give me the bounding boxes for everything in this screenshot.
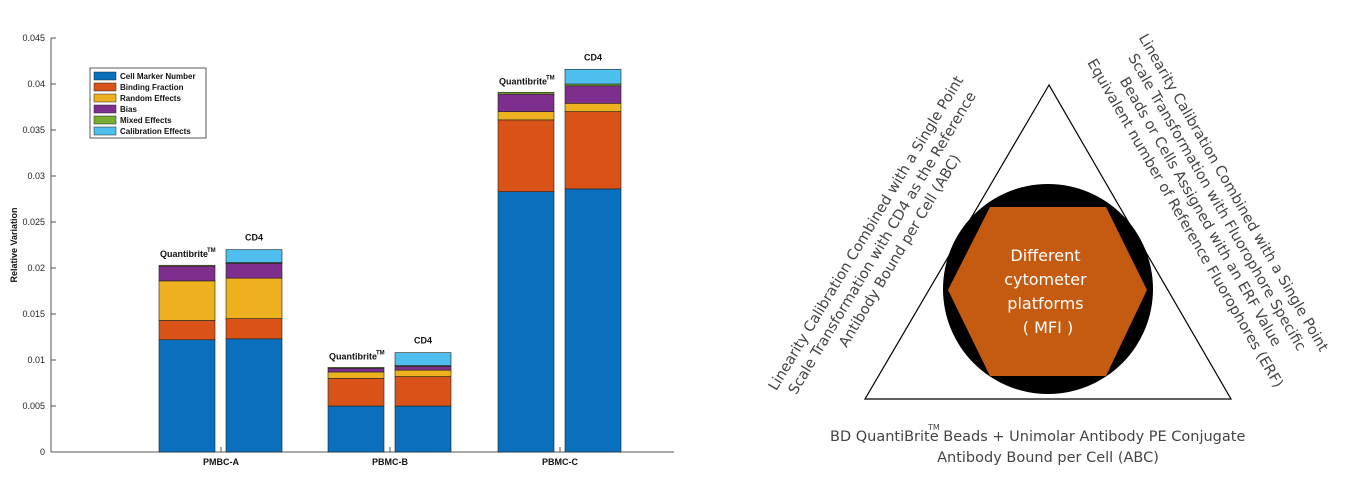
y-axis-label: Relative Variation [9,207,19,282]
bar-segment [158,339,216,453]
hexagon-shape [948,207,1147,376]
legend-swatch [93,126,117,136]
bar-segment [564,68,622,85]
y-tick-label: 0.045 [22,33,45,43]
legend-swatch [93,71,117,81]
bar-segment [564,85,622,104]
bar-segment [225,249,283,263]
legend-label: Random Effects [120,94,181,103]
bar-segment [394,376,452,407]
bar-label-quantibrite: Quantibrite [499,76,547,86]
bar-label-cd4: CD4 [245,233,263,243]
chart-bars [158,68,622,453]
bar-segment [327,405,385,453]
bar-segment [394,352,452,366]
y-tick-label: 0.03 [27,171,45,181]
y-tick-label: 0.035 [22,125,45,135]
bar-segment [327,367,385,369]
legend-label: Bias [120,105,137,114]
bar-segment [327,378,385,407]
bar-segment [225,338,283,453]
x-tick-label: PBMC-B [372,457,408,467]
legend-label: Mixed Effects [120,116,172,125]
bar-segment [564,111,622,190]
hexagon-line-1: Different [1010,246,1080,265]
legend-swatch [93,93,117,103]
y-tick-label: 0 [40,447,45,457]
x-tick-label: PBMC-C [542,457,578,467]
hexagon-line-3: platforms [1007,294,1083,313]
bar-segment [327,371,385,379]
bar-label-quantibrite: Quantibrite [160,249,208,259]
y-tick-label: 0.02 [27,263,45,273]
y-tick-label: 0.04 [27,79,45,89]
chart-bar-labels: QuantibriteTMCD4QuantibriteTMCD4Quantibr… [160,52,602,361]
y-tick-label: 0.005 [22,401,45,411]
bar-segment [158,320,216,341]
y-tick-label: 0.025 [22,217,45,227]
bar-segment [394,405,452,453]
stacked-bar-chart: 0 0.005 0.01 0.015 0.02 0.025 0.03 0.035 0.04 0.0… [9,33,674,467]
calibration-diagram: Different cytometer platforms ( MFI ) Li… [766,31,1331,466]
svg-text:Different cytometer pl: Different cytometer platforms ( MFI ) [1004,246,1092,337]
bar-segment [497,119,555,192]
bar-label-tm: TM [376,350,385,356]
x-tick-label: PMBC-A [203,457,239,467]
bar-segment [497,93,555,112]
bar-label-quantibrite: Quantibrite [329,351,377,361]
bar-segment [158,280,216,321]
bar-segment [394,369,452,377]
bottom-text-line-1: BD QuantiBrite Beads + Unimolar Antibody… [830,429,1245,445]
hexagon-line-4: ( MFI ) [1023,318,1073,337]
bar-segment [158,264,216,267]
bar-label-cd4: CD4 [584,52,602,62]
chart-legend: Cell Marker Number Binding Fraction Random… [89,67,207,139]
bar-label-tm: TM [207,248,216,254]
chart-axes: 0 0.005 0.01 0.015 0.02 0.025 0.03 0.035 0.04 0.0… [22,33,674,467]
y-tick-label: 0.01 [27,355,45,365]
bottom-text-line-2: Antibody Bound per Cell (ABC) [937,450,1159,466]
legend-swatch [93,104,117,114]
bar-segment [394,366,452,371]
bar-segment [225,318,283,340]
bar-label-tm: TM [546,75,555,81]
trademark-superscript: TM [927,423,940,432]
legend-label: Cell Marker Number [120,72,196,81]
bar-segment [564,188,622,453]
legend-label: Binding Fraction [120,83,184,92]
bar-segment [564,103,622,112]
bar-segment [225,263,283,279]
bar-segment [497,91,555,95]
y-tick-label: 0.015 [22,309,45,319]
legend-swatch [93,82,117,92]
bar-segment [327,367,385,373]
bar-segment [497,191,555,453]
bar-segment [497,111,555,121]
legend-swatch [93,115,117,125]
bar-label-cd4: CD4 [414,336,432,346]
hexagon-line-2: cytometer [1004,270,1087,289]
bar-segment [158,265,216,282]
legend-label: Calibration Effects [120,127,191,136]
bar-segment [225,277,283,319]
